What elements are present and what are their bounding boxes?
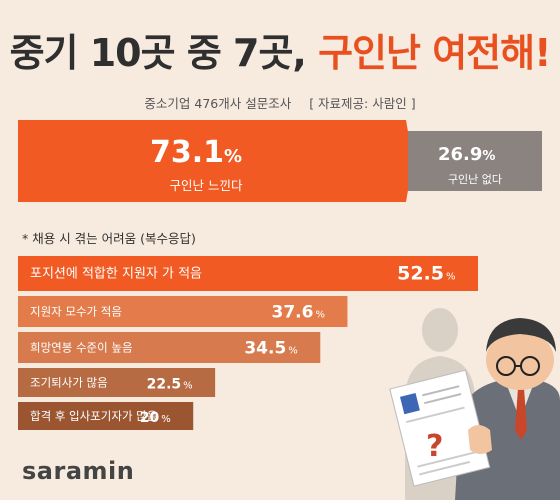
bar-label-1: 포지션에 적합한 지원자 가 적음 bbox=[30, 267, 202, 282]
person-figure: ? bbox=[389, 318, 560, 500]
summary-bar-feel bbox=[18, 120, 413, 202]
page-title: 중기 10곳 중 7곳, 구인난 여전해! bbox=[0, 22, 560, 77]
bar-5 bbox=[18, 402, 194, 430]
bar-label-3: 희망연봉 수준이 높음 bbox=[30, 341, 133, 355]
title-part2: 구인난 여전해! bbox=[318, 31, 551, 75]
bar-unit-3: % bbox=[288, 346, 298, 357]
bar-label-5: 합격 후 입사포기자가 많음 bbox=[30, 409, 157, 423]
title-part1: 중기 10곳 중 7곳, bbox=[9, 31, 307, 75]
bar-value-1: 52.5 bbox=[397, 263, 444, 285]
bar-1 bbox=[18, 256, 478, 291]
survey-label: 중소기업 476개사 설문조사 bbox=[144, 96, 292, 111]
summary-none-value: 26.9% bbox=[438, 144, 496, 165]
saramin-logo: saramin bbox=[22, 457, 135, 485]
survey-info: 중소기업 476개사 설문조사 [ 자료제공: 사람인 ] bbox=[0, 93, 560, 112]
chart-note: * 채용 시 겪는 어려움 (복수응답) bbox=[22, 231, 196, 246]
summary-feel-label: 구인난 느낀다 bbox=[169, 178, 243, 193]
bar-value-5: 20 bbox=[140, 410, 160, 426]
summary-bar-none bbox=[408, 131, 542, 191]
bar-2 bbox=[18, 296, 348, 327]
bar-unit-1: % bbox=[446, 272, 456, 283]
bar-3 bbox=[18, 332, 321, 363]
bar-unit-5: % bbox=[161, 414, 171, 425]
summary-feel-value: 73.1% bbox=[150, 135, 243, 170]
bar-value-3: 34.5 bbox=[244, 339, 286, 359]
bar-4 bbox=[18, 368, 216, 397]
bar-label-2: 지원자 모수가 적음 bbox=[30, 305, 122, 319]
summary-none-label: 구인난 없다 bbox=[447, 173, 503, 186]
bar-unit-4: % bbox=[183, 381, 193, 392]
svg-text:?: ? bbox=[426, 429, 443, 464]
bar-value-2: 37.6 bbox=[271, 303, 313, 323]
bar-unit-2: % bbox=[315, 310, 325, 321]
bar-value-4: 22.5 bbox=[147, 377, 182, 393]
source-label: [ 자료제공: 사람인 ] bbox=[309, 96, 416, 111]
bar-label-4: 조기퇴사가 많음 bbox=[30, 376, 108, 390]
